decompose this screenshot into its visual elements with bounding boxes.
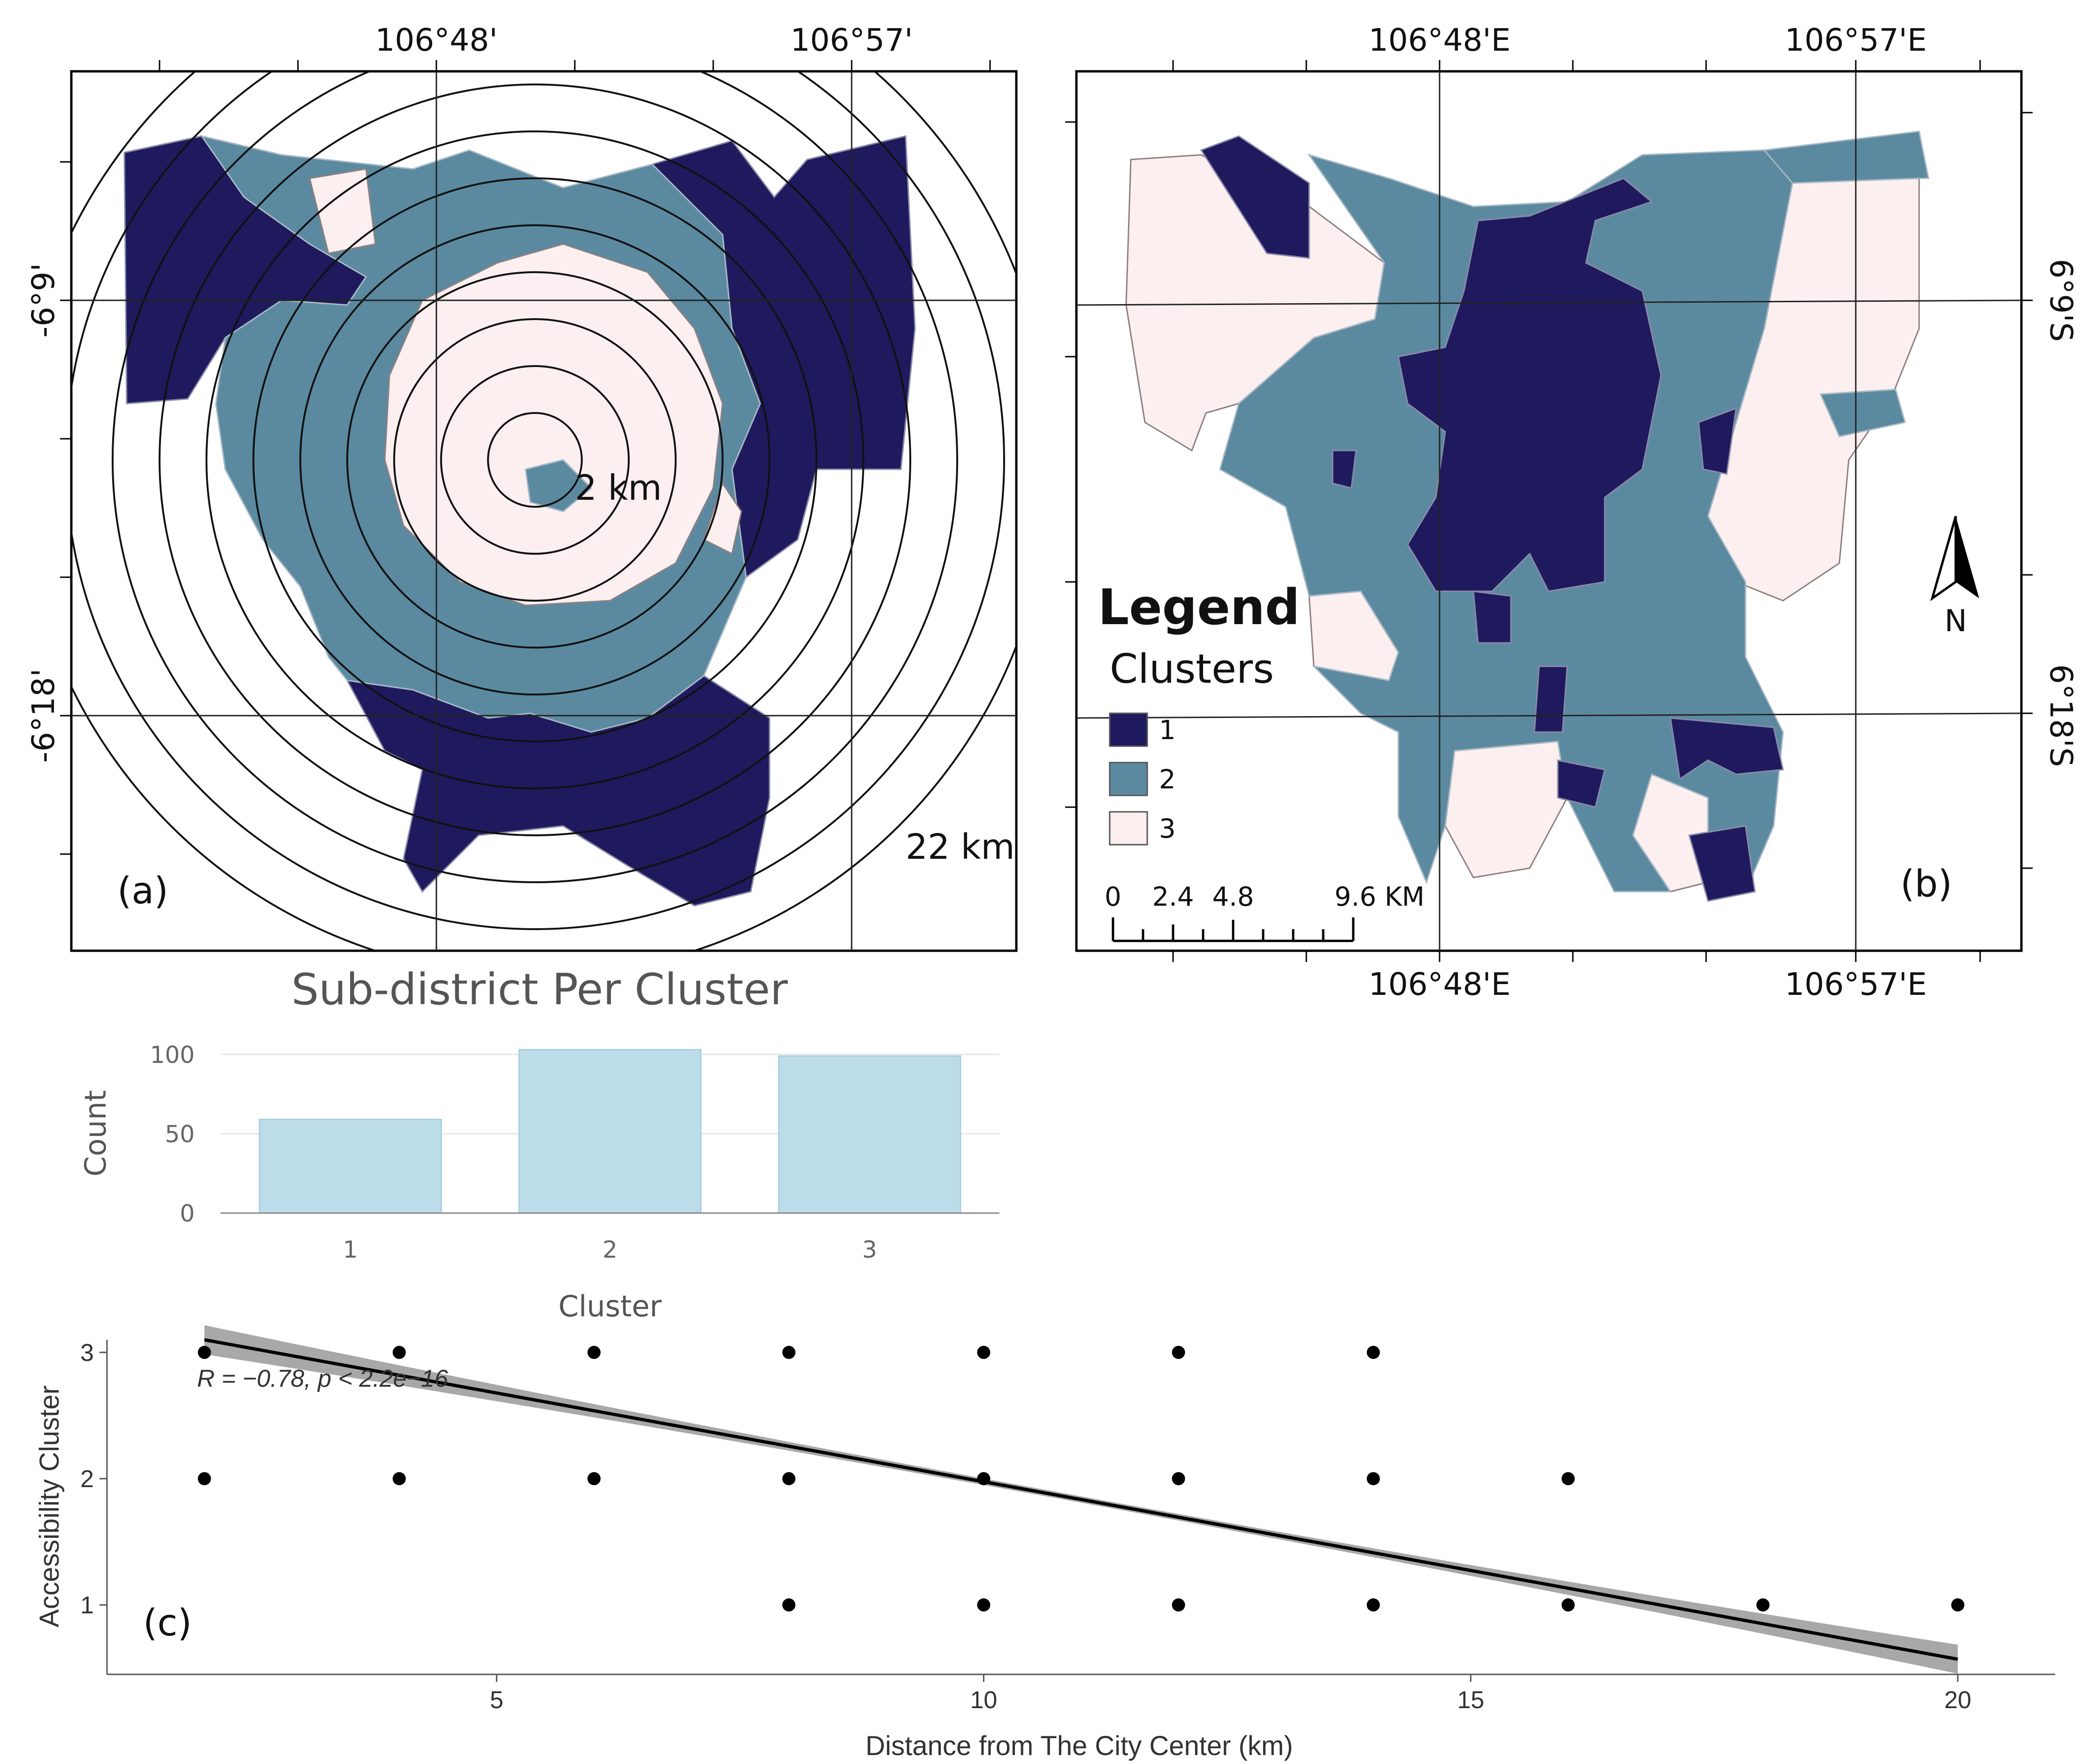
scatter-annotation: R = −0.78, p < 2.2e−16 — [197, 1365, 448, 1392]
scatter-y-axis-label: Accessibility Cluster — [34, 1385, 65, 1627]
data-point — [1366, 1472, 1380, 1485]
data-point — [198, 1472, 211, 1485]
map-b-top-label-1: 106°48'E — [1369, 22, 1511, 58]
bar-chart: Sub-district Per Cluster 0 50 100 1 2 3 Clus… — [78, 964, 999, 1323]
bar-x-tick-label: 3 — [862, 1236, 877, 1263]
scale-label-0: 0 — [1105, 882, 1121, 912]
panel-label-b: (b) — [1900, 863, 1952, 905]
data-point — [782, 1472, 796, 1485]
panel-label-a: (a) — [117, 870, 168, 912]
data-point — [782, 1345, 796, 1359]
map-b-right-label-1: 6°9'S — [2043, 259, 2079, 342]
bar-y-tick-label: 50 — [165, 1121, 195, 1148]
data-point — [782, 1598, 796, 1612]
bar-chart-title: Sub-district Per Cluster — [291, 964, 788, 1015]
bar-y-axis-label: Count — [78, 1090, 113, 1176]
map-b-bottom-label-2: 106°57'E — [1785, 966, 1927, 1002]
x-tick-label: 20 — [1944, 1687, 1971, 1714]
scale-bar: 0 2.4 4.8 9.6 KM — [1105, 882, 1425, 942]
data-point — [1562, 1472, 1575, 1485]
map-a-left-label-2: -6°18' — [25, 669, 61, 763]
map-legend: Legend Clusters 1 2 3 — [1098, 579, 1300, 846]
map-a-graticule — [71, 71, 1016, 951]
legend-item-2: 2 — [1159, 764, 1176, 795]
map-panel-a: 106°48' 106°57' -6°9' -6°18' 2 km 22 km … — [25, 22, 1018, 952]
map-a-top-label-2: 106°57' — [790, 22, 913, 58]
map-b-top-label-2: 106°57'E — [1785, 22, 1927, 58]
x-tick-label: 10 — [970, 1687, 997, 1714]
legend-swatch-1 — [1109, 712, 1148, 747]
y-tick-label: 2 — [80, 1466, 94, 1493]
data-point — [392, 1345, 406, 1359]
bar-x-ticks: 1 2 3 — [343, 1236, 877, 1263]
data-point — [1172, 1345, 1185, 1359]
map-b-cluster1-areas — [1200, 135, 1784, 902]
panel-label-c: (c) — [143, 1602, 192, 1644]
bar-3 — [778, 1055, 961, 1214]
ring-inner-label: 2 km — [575, 468, 662, 508]
map-a-left-label-1: -6°9' — [25, 263, 61, 338]
map-b-right-label-2: 6°18'S — [2043, 664, 2079, 767]
legend-subtitle: Clusters — [1110, 646, 1274, 693]
bar-y-tick-label: 0 — [180, 1200, 195, 1227]
scatter-y-ticks: 1 2 3 — [80, 1339, 107, 1619]
legend-item-1: 1 — [1159, 715, 1176, 746]
north-arrow-icon: N — [1930, 516, 1979, 639]
data-point — [587, 1472, 601, 1485]
map-b-bottom-label-1: 106°48'E — [1369, 966, 1511, 1002]
data-point — [1366, 1345, 1380, 1359]
data-point — [1756, 1598, 1770, 1612]
scatter-x-ticks: 5 10 15 20 — [490, 1674, 1971, 1714]
legend-swatch-3 — [1109, 811, 1148, 846]
bar-y-tick-label: 100 — [150, 1041, 195, 1069]
scale-label-1: 2.4 — [1152, 882, 1194, 912]
data-point — [1172, 1598, 1185, 1612]
legend-swatch-2 — [1109, 762, 1148, 796]
bar-1 — [259, 1119, 442, 1214]
x-tick-label: 15 — [1457, 1687, 1484, 1714]
data-point — [198, 1345, 211, 1359]
data-point — [977, 1345, 991, 1359]
map-a-top-label-1: 106°48' — [375, 22, 497, 58]
data-point — [587, 1345, 601, 1359]
y-tick-label: 3 — [80, 1339, 94, 1367]
bar-x-axis-label: Cluster — [558, 1289, 662, 1323]
legend-item-3: 3 — [1159, 814, 1176, 844]
bar-2 — [518, 1049, 702, 1214]
scatter-points — [198, 1345, 1965, 1612]
regression-line — [204, 1338, 1959, 1661]
scatter-x-axis-label: Distance from The City Center (km) — [865, 1731, 1293, 1761]
data-point — [1366, 1598, 1380, 1612]
bar-bars — [259, 1049, 961, 1214]
data-point — [1951, 1598, 1965, 1612]
scatter-plot: 5 10 15 20 1 2 3 R = −0.78, p < 2.2e−16 (c) D… — [34, 1325, 2055, 1761]
map-b-ticks — [1065, 60, 2033, 962]
scale-label-2: 4.8 — [1212, 882, 1254, 912]
y-tick-label: 1 — [80, 1592, 94, 1619]
map-panel-b: 106°48'E 106°57'E 106°48'E 106°57'E 6°9'… — [1065, 22, 2079, 1002]
data-point — [1172, 1472, 1185, 1485]
north-label: N — [1944, 604, 1967, 639]
map-a-distance-rings — [71, 71, 1016, 951]
map-a-ticks — [60, 60, 991, 855]
legend-title: Legend — [1098, 579, 1300, 636]
scatter-fit-line — [204, 1338, 1959, 1661]
data-point — [392, 1472, 406, 1485]
data-point — [977, 1472, 991, 1485]
map-b-graticule — [1076, 71, 2021, 951]
ring-outer-label: 22 km — [906, 827, 1015, 867]
data-point — [977, 1598, 991, 1612]
x-tick-label: 5 — [490, 1687, 503, 1714]
bar-x-tick-label: 1 — [343, 1236, 358, 1263]
bar-y-ticks: 0 50 100 — [150, 1041, 195, 1227]
scale-label-3: 9.6 KM — [1334, 882, 1425, 912]
data-point — [1562, 1598, 1575, 1612]
bar-x-tick-label: 2 — [602, 1236, 617, 1263]
